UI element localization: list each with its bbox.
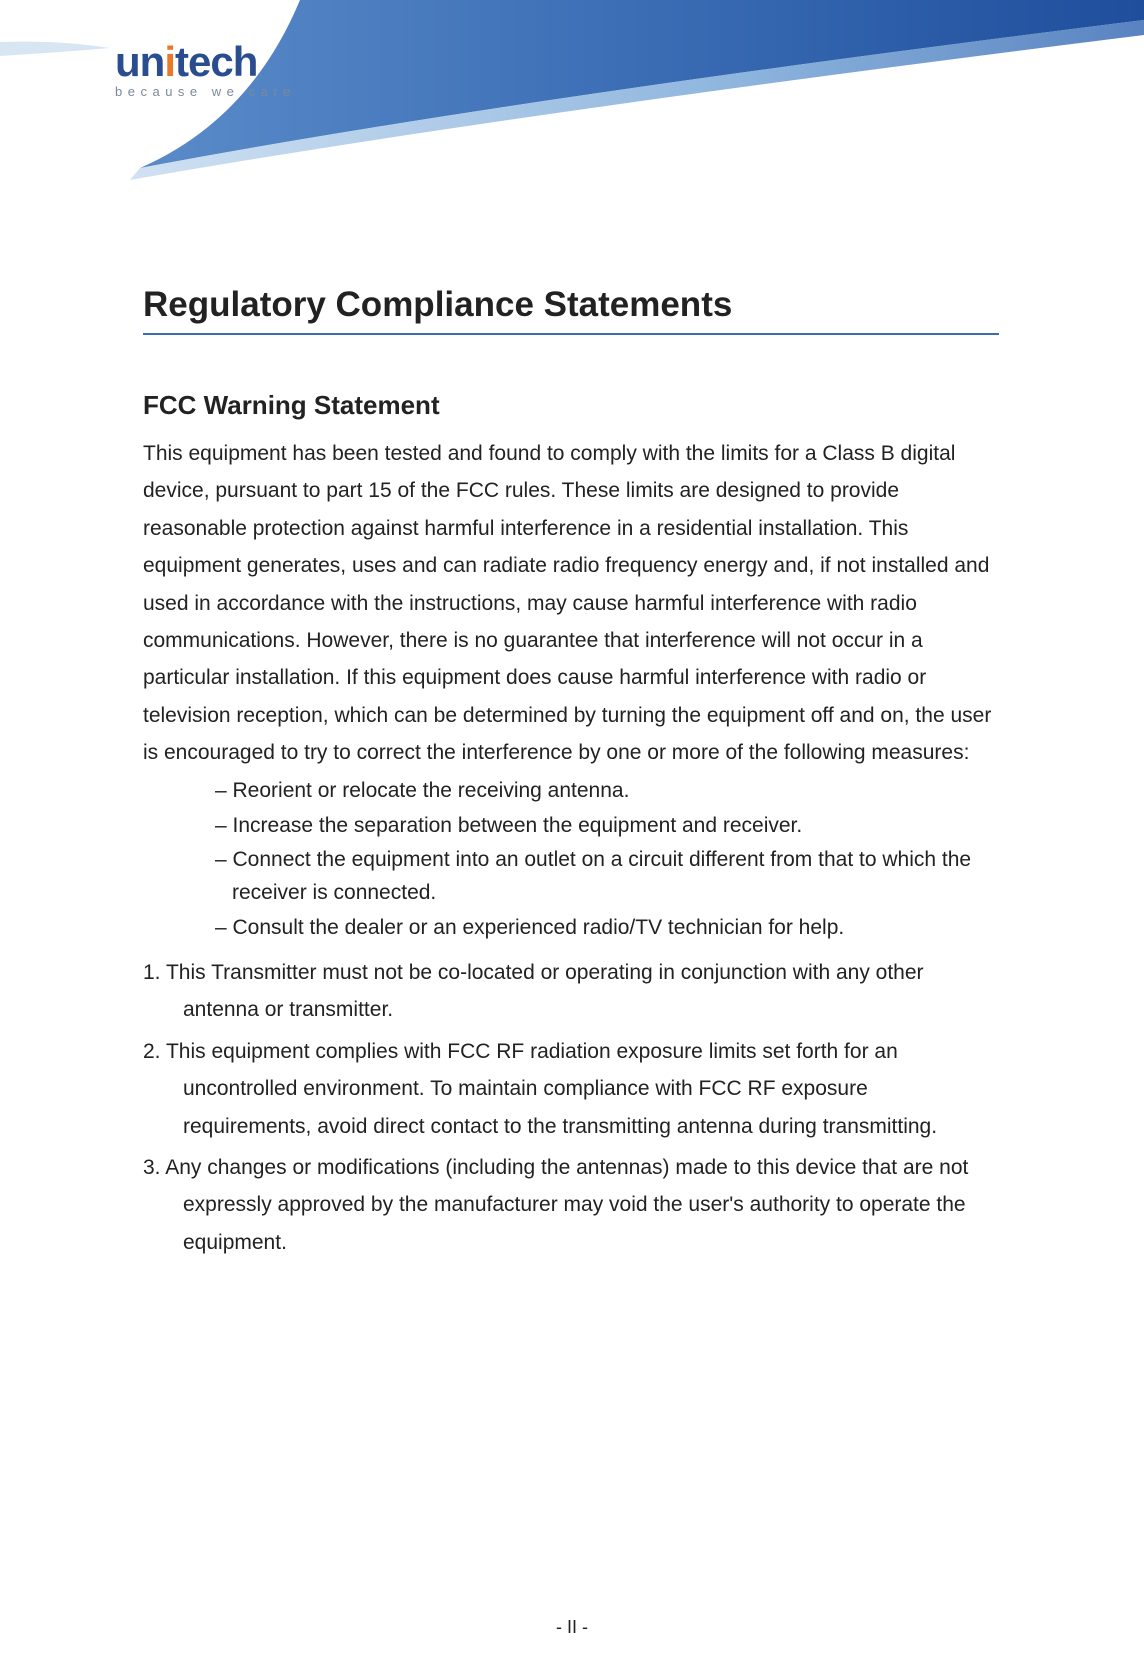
numbered-item: 2. This equipment complies with FCC RF r… — [143, 1033, 999, 1145]
dash-item: – Consult the dealer or an experienced r… — [215, 912, 999, 945]
section-heading: FCC Warning Statement — [143, 390, 999, 421]
dash-item: – Increase the separation between the eq… — [215, 810, 999, 843]
page-number: - II - — [556, 1617, 588, 1637]
numbered-list: 1. This Transmitter must not be co-locat… — [143, 954, 999, 1261]
page-footer: - II - — [0, 1617, 1144, 1638]
page-title: Regulatory Compliance Statements — [143, 285, 999, 335]
dash-item: – Reorient or relocate the receiving ant… — [215, 775, 999, 808]
logo-part2: tech — [175, 38, 257, 85]
dash-item: – Connect the equipment into an outlet o… — [215, 844, 999, 909]
logo-wordmark: unitech — [115, 38, 296, 86]
numbered-item: 3. Any changes or modifications (includi… — [143, 1149, 999, 1261]
logo: unitech because we care — [115, 38, 296, 99]
logo-tagline: because we care — [115, 84, 296, 99]
logo-accent-char: i — [164, 38, 175, 85]
logo-part1: un — [115, 38, 164, 85]
fcc-paragraph: This equipment has been tested and found… — [143, 435, 999, 771]
page-content: Regulatory Compliance Statements FCC War… — [143, 285, 999, 1265]
dash-list: – Reorient or relocate the receiving ant… — [215, 775, 999, 944]
numbered-item: 1. This Transmitter must not be co-locat… — [143, 954, 999, 1029]
